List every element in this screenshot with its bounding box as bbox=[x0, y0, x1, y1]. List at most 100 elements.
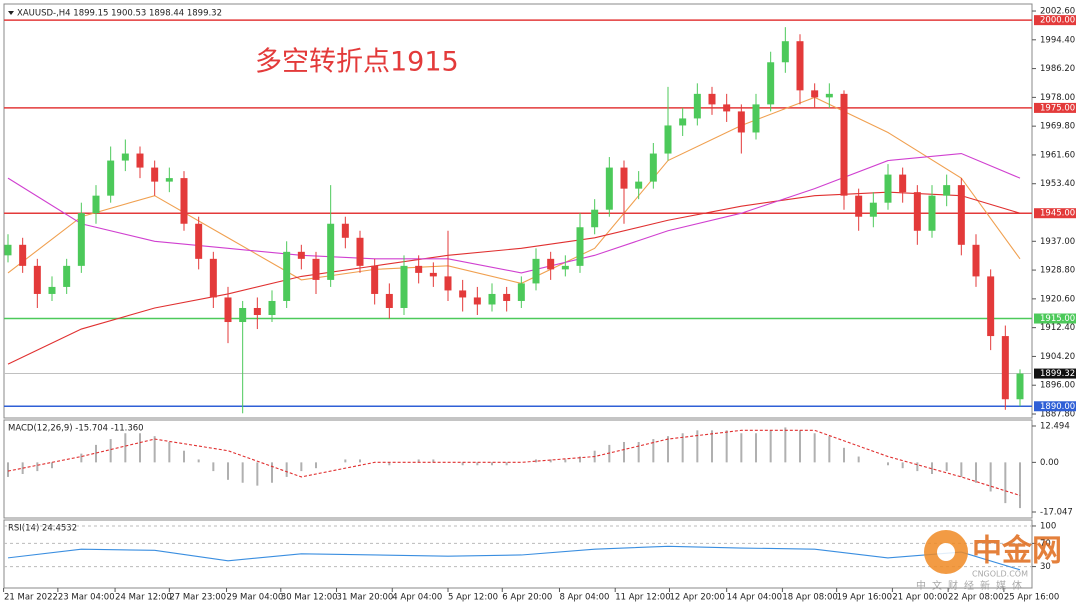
candle-body bbox=[429, 272, 437, 277]
candle-body bbox=[781, 41, 789, 63]
candle-body bbox=[561, 265, 569, 270]
macd-signal bbox=[7, 429, 1021, 496]
candle-body bbox=[693, 93, 701, 119]
y-tick-label: -17.047 bbox=[1040, 507, 1073, 517]
y-tick-label: 12.494 bbox=[1040, 421, 1070, 431]
x-tick-label: 21 Apr 00:00 bbox=[892, 593, 947, 603]
candle-body bbox=[855, 195, 863, 217]
y-tick-label: 1937.00 bbox=[1040, 237, 1075, 247]
candle-body bbox=[752, 104, 760, 133]
y-tick-label: 1928.80 bbox=[1040, 266, 1075, 276]
price-tag bbox=[1034, 208, 1076, 219]
macd-panel bbox=[3, 419, 1033, 519]
y-tick-label: 70 bbox=[1040, 539, 1051, 549]
watermark-slogan: 中文财经新媒体 bbox=[916, 579, 1028, 592]
macd-label: MACD(12,26,9) -15.704 -11.360 bbox=[8, 424, 144, 434]
x-tick-label: 29 Mar 04:00 bbox=[227, 593, 284, 603]
candle-body bbox=[92, 195, 100, 214]
candle-body bbox=[151, 167, 159, 182]
candle-body bbox=[869, 202, 877, 217]
y-tick-label: 1961.60 bbox=[1040, 150, 1075, 160]
x-tick-label: 18 Apr 08:00 bbox=[782, 593, 837, 603]
y-tick-label: 1953.40 bbox=[1040, 179, 1075, 189]
watermark-site: CNGOLD.COM bbox=[972, 570, 1028, 579]
x-tick-label: 24 Mar 12:00 bbox=[115, 593, 172, 603]
candle-body bbox=[928, 195, 936, 231]
rsi-label: RSI(14) 24.4532 bbox=[8, 524, 77, 534]
logo-inner bbox=[937, 543, 955, 561]
candle-body bbox=[532, 258, 540, 284]
candle-body bbox=[723, 104, 731, 112]
candle-body bbox=[356, 237, 364, 266]
y-tick-label: 1978.00 bbox=[1040, 93, 1075, 103]
candle-body bbox=[239, 307, 247, 323]
x-tick-label: 4 Apr 04:00 bbox=[392, 593, 442, 603]
price-tag-label: 1975.00 bbox=[1040, 103, 1075, 113]
candle-body bbox=[811, 90, 819, 98]
x-tick-label: 14 Apr 04:00 bbox=[727, 593, 782, 603]
candle-body bbox=[312, 258, 320, 280]
candle-body bbox=[635, 181, 643, 189]
candle-body bbox=[268, 300, 276, 316]
header: XAUUSD-,H4 1899.15 1900.53 1898.44 1899.… bbox=[17, 9, 222, 19]
price-tag-label: 1890.00 bbox=[1040, 402, 1075, 412]
y-tick-label: 1994.40 bbox=[1040, 35, 1075, 45]
y-tick-label: 100 bbox=[1040, 521, 1056, 531]
y-tick-label: 1969.80 bbox=[1040, 122, 1075, 132]
candle-body bbox=[767, 62, 775, 105]
rsi-line bbox=[7, 545, 1021, 571]
candle-body bbox=[796, 41, 804, 91]
candle-body bbox=[4, 244, 12, 256]
candle-body bbox=[503, 293, 511, 301]
candle-body bbox=[253, 307, 261, 316]
watermark-name: 中金网 bbox=[972, 534, 1062, 569]
candle-body bbox=[195, 223, 203, 259]
x-tick-label: 31 Mar 20:00 bbox=[337, 593, 394, 603]
candle-body bbox=[33, 265, 41, 294]
candle-body bbox=[415, 265, 423, 273]
x-tick-label: 27 Mar 23:00 bbox=[169, 593, 226, 603]
candle-body bbox=[899, 174, 907, 193]
candle-body bbox=[283, 251, 291, 301]
candle-body bbox=[957, 185, 965, 245]
candle-body bbox=[840, 93, 848, 196]
x-tick-label: 22 Apr 08:00 bbox=[948, 593, 1003, 603]
candle-body bbox=[943, 185, 951, 196]
moving-average bbox=[7, 152, 1021, 274]
menu-arrow bbox=[8, 11, 14, 15]
price-tag bbox=[1034, 401, 1076, 412]
x-tick-label: 12 Apr 20:00 bbox=[669, 593, 724, 603]
candle-body bbox=[459, 290, 467, 298]
price-tag-label: 1899.32 bbox=[1040, 369, 1075, 379]
candle-body bbox=[576, 227, 584, 266]
candle-body bbox=[180, 178, 188, 224]
candle-body bbox=[341, 223, 349, 238]
candle-body bbox=[63, 265, 71, 287]
price-tag bbox=[1034, 313, 1076, 324]
price-tag-label: 2000.00 bbox=[1040, 16, 1075, 26]
price-tag bbox=[1034, 368, 1076, 379]
rsi-panel bbox=[3, 519, 1033, 589]
candle-body bbox=[19, 244, 27, 266]
price-tag bbox=[1034, 15, 1076, 26]
candle-body bbox=[77, 213, 85, 266]
candle-body bbox=[605, 167, 613, 210]
x-tick-label: 25 Apr 16:00 bbox=[1004, 593, 1059, 603]
y-tick-label: 1904.20 bbox=[1040, 352, 1075, 362]
candle-body bbox=[444, 276, 452, 291]
y-tick-label: 1986.20 bbox=[1040, 64, 1075, 74]
candle-body bbox=[209, 258, 217, 298]
candle-body bbox=[972, 244, 980, 277]
candle-body bbox=[591, 209, 599, 228]
candle-body bbox=[649, 153, 657, 182]
x-tick-label: 19 Apr 16:00 bbox=[837, 593, 892, 603]
candle-body bbox=[121, 153, 129, 161]
candle-body bbox=[107, 160, 115, 196]
candle-body bbox=[620, 167, 628, 189]
x-tick-label: 5 Apr 12:00 bbox=[448, 593, 498, 603]
candle-body bbox=[385, 293, 393, 308]
candle-body bbox=[400, 265, 408, 308]
candle-body bbox=[297, 251, 305, 259]
